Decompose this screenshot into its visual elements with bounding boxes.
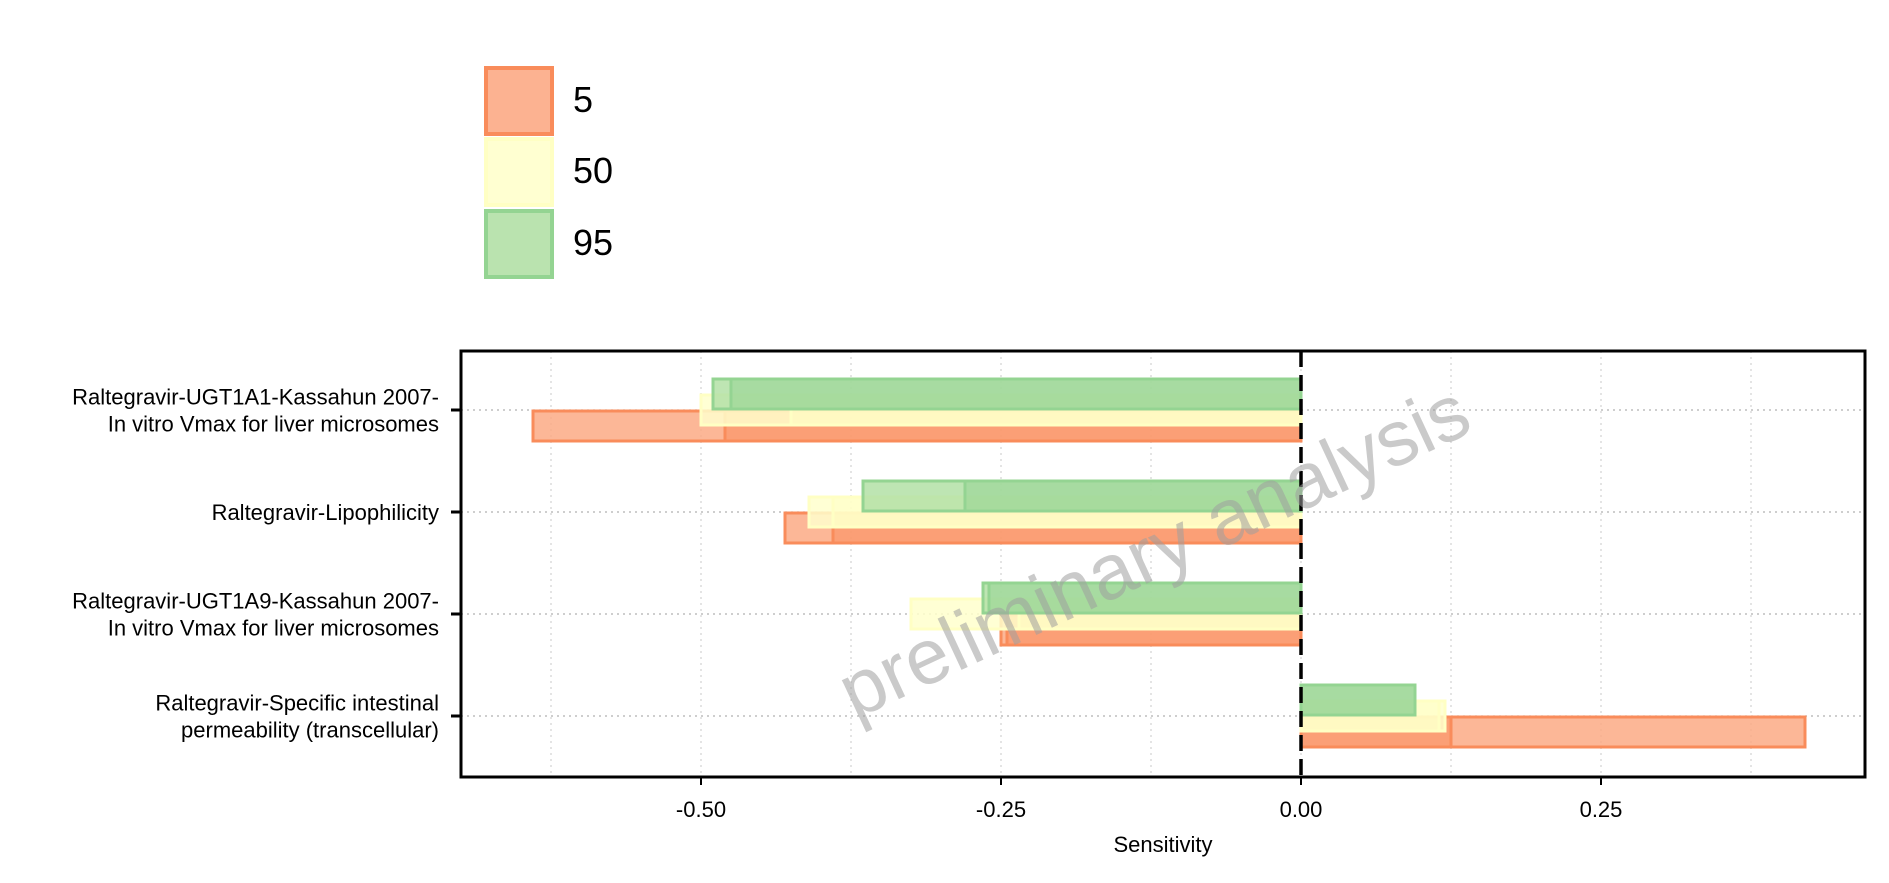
legend-label: 95	[573, 222, 613, 263]
legend-label: 50	[573, 150, 613, 191]
category-label: Raltegravir-Specific intestinal	[155, 691, 439, 716]
category-label: Raltegravir-UGT1A1-Kassahun 2007-	[72, 385, 439, 410]
category-label: In vitro Vmax for liver microsomes	[108, 412, 439, 437]
category-label: Raltegravir-UGT1A9-Kassahun 2007-	[72, 589, 439, 614]
bar-95-inner	[729, 377, 1303, 411]
bar-95-inner	[987, 581, 1303, 615]
x-tick-label: -0.50	[676, 797, 726, 822]
legend-swatch-95	[484, 209, 554, 279]
category-label: Raltegravir-Lipophilicity	[212, 500, 439, 525]
x-tick-label: -0.25	[976, 797, 1026, 822]
bar-95-inner	[1299, 683, 1417, 717]
legend-swatch-5	[484, 66, 554, 136]
category-label: In vitro Vmax for liver microsomes	[108, 616, 439, 641]
x-tick-label: 0.00	[1280, 797, 1323, 822]
bars-group	[531, 377, 1807, 749]
legend: 5 50 95	[484, 66, 613, 279]
x-axis-title: Sensitivity	[1113, 832, 1212, 857]
legend-swatch-50	[484, 137, 554, 207]
plot-border	[459, 349, 1867, 779]
x-tick-label: 0.25	[1580, 797, 1623, 822]
legend-label: 5	[573, 79, 593, 120]
category-label: permeability (transcellular)	[181, 718, 439, 743]
